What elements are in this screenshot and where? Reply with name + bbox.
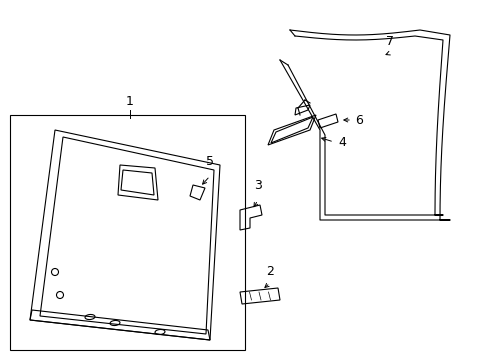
Text: 4: 4 (337, 135, 345, 148)
Text: 7: 7 (385, 35, 393, 48)
Bar (10, 115, 244, 350)
Text: 5: 5 (205, 155, 214, 168)
Text: 2: 2 (265, 265, 273, 278)
Text: 3: 3 (254, 179, 262, 192)
Text: 6: 6 (354, 113, 362, 126)
Text: 1: 1 (126, 95, 134, 108)
